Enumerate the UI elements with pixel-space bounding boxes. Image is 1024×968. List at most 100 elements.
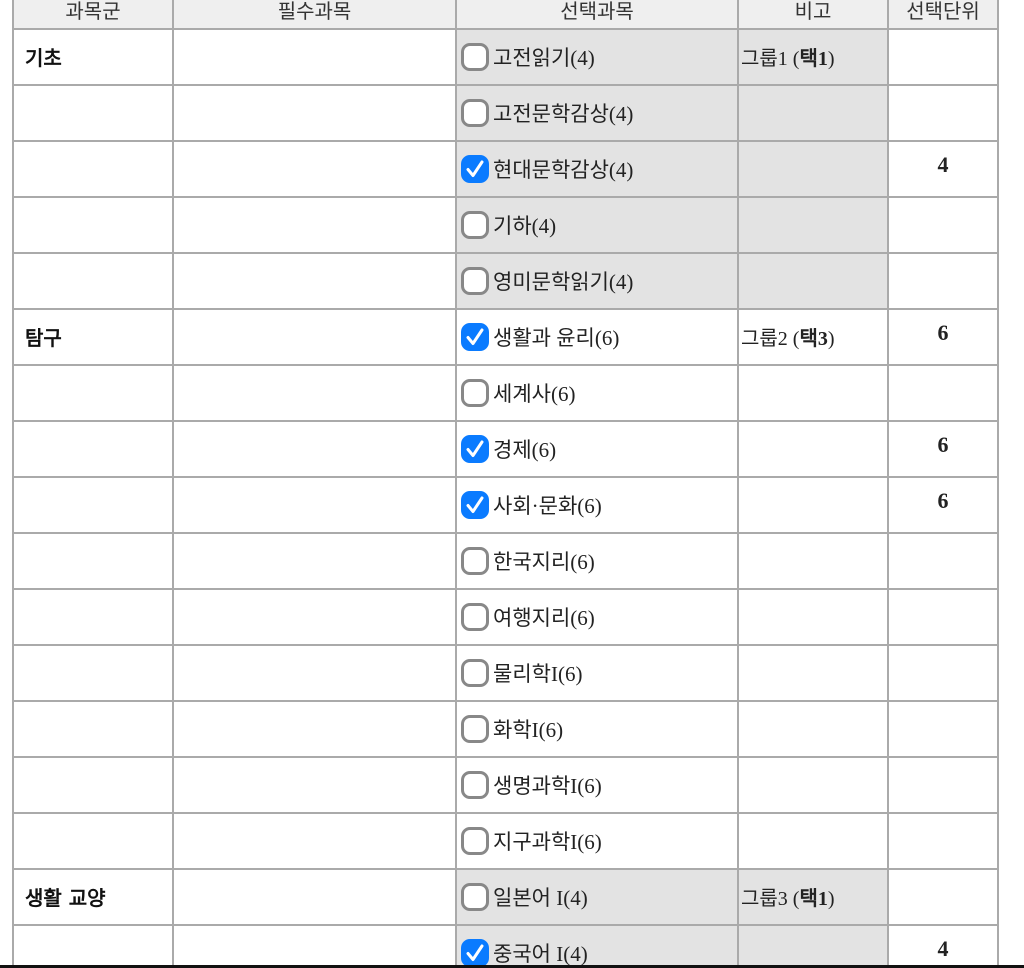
required-subject-cell [172, 84, 457, 142]
table-row: 화학I(6) [12, 700, 999, 758]
subject-label[interactable]: 여행지리(6) [493, 606, 595, 630]
subject-checkbox[interactable] [461, 883, 489, 911]
checkmark-icon [466, 440, 484, 457]
elective-subject-cell: 생활과 윤리(6) [455, 308, 739, 366]
header-elective-subjects: 선택과목 [455, 0, 739, 30]
required-subject-cell [172, 700, 457, 758]
remark-cell: 그룹2 (택3) [737, 308, 889, 366]
subject-group-cell [12, 476, 174, 534]
subject-label[interactable]: 중국어 I(4) [493, 942, 588, 966]
remark-cell [737, 476, 889, 534]
table-row: 세계사(6) [12, 364, 999, 422]
remark-suffix: ) [827, 328, 835, 350]
subject-label[interactable]: 지구과학I(6) [493, 830, 602, 854]
table-row: 영미문학읽기(4) [12, 252, 999, 310]
required-subject-cell [172, 28, 457, 86]
table-row: 사회·문화(6) 6 [12, 476, 999, 534]
subject-label[interactable]: 현대문학감상(4) [493, 158, 634, 182]
elective-subject-cell: 경제(6) [455, 420, 739, 478]
subject-checkbox[interactable] [461, 155, 489, 183]
table-row: 경제(6) 6 [12, 420, 999, 478]
required-subject-cell [172, 420, 457, 478]
subject-group-cell [12, 196, 174, 254]
elective-subject-cell: 현대문학감상(4) [455, 140, 739, 198]
checkmark-icon [466, 496, 484, 513]
subject-label[interactable]: 생활과 윤리(6) [493, 326, 620, 350]
header-row: 과목군 필수과목 선택과목 비고 선택단위 [12, 0, 999, 30]
subject-label[interactable]: 영미문학읽기(4) [493, 270, 634, 294]
elective-subject-cell: 화학I(6) [455, 700, 739, 758]
selected-unit-cell: 6 [887, 308, 999, 366]
remark-cell [737, 700, 889, 758]
header-subject-group: 과목군 [12, 0, 174, 30]
selected-unit-cell [887, 28, 999, 86]
subject-checkbox[interactable] [461, 827, 489, 855]
remark-prefix: 그룹3 ( [741, 888, 800, 910]
checkmark-icon [466, 944, 484, 961]
table-row: 중국어 I(4) 4 [12, 924, 999, 968]
subject-label[interactable]: 물리학I(6) [493, 662, 583, 686]
subject-group-cell [12, 588, 174, 646]
elective-subject-cell: 고전읽기(4) [455, 28, 739, 86]
required-subject-cell [172, 252, 457, 310]
subject-checkbox[interactable] [461, 211, 489, 239]
remark-cell: 그룹1 (택1) [737, 28, 889, 86]
subject-label[interactable]: 기하(4) [493, 214, 557, 238]
selected-unit-cell [887, 532, 999, 590]
remark-cell: 그룹3 (택1) [737, 868, 889, 926]
remark-prefix: 그룹1 ( [741, 48, 800, 70]
table-row: 기초 고전읽기(4) 그룹1 (택1) [12, 28, 999, 86]
remark-cell [737, 196, 889, 254]
elective-subject-cell: 생명과학I(6) [455, 756, 739, 814]
subject-label[interactable]: 생명과학I(6) [493, 774, 602, 798]
subject-checkbox[interactable] [461, 659, 489, 687]
subject-group-cell: 탐구 [12, 308, 174, 366]
subject-label[interactable]: 일본어 I(4) [493, 886, 588, 910]
subject-checkbox[interactable] [461, 323, 489, 351]
selected-unit-cell [887, 252, 999, 310]
subject-checkbox[interactable] [461, 99, 489, 127]
subject-group-cell [12, 532, 174, 590]
selected-unit-cell: 6 [887, 476, 999, 534]
remark-cell [737, 420, 889, 478]
required-subject-cell [172, 756, 457, 814]
table-row: 지구과학I(6) [12, 812, 999, 870]
required-subject-cell [172, 140, 457, 198]
required-subject-cell [172, 476, 457, 534]
elective-subject-cell: 지구과학I(6) [455, 812, 739, 870]
table-row: 생활 교양 일본어 I(4) 그룹3 (택1) [12, 868, 999, 926]
required-subject-cell [172, 644, 457, 702]
subject-checkbox[interactable] [461, 491, 489, 519]
required-subject-cell [172, 196, 457, 254]
subject-label[interactable]: 한국지리(6) [493, 550, 595, 574]
table-row: 탐구 생활과 윤리(6) 그룹2 (택3) 6 [12, 308, 999, 366]
checkmark-icon [466, 160, 484, 177]
elective-subject-cell: 일본어 I(4) [455, 868, 739, 926]
subject-checkbox[interactable] [461, 939, 489, 967]
bottom-bar [0, 965, 1024, 968]
remark-cell [737, 644, 889, 702]
subject-label[interactable]: 세계사(6) [493, 382, 576, 406]
subject-checkbox[interactable] [461, 267, 489, 295]
subject-checkbox[interactable] [461, 771, 489, 799]
remark-cell [737, 812, 889, 870]
subject-checkbox[interactable] [461, 603, 489, 631]
table-row: 생명과학I(6) [12, 756, 999, 814]
selected-unit-cell: 6 [887, 420, 999, 478]
subject-label[interactable]: 고전읽기(4) [493, 46, 595, 70]
subject-label[interactable]: 경제(6) [493, 438, 557, 462]
subject-checkbox[interactable] [461, 43, 489, 71]
remark-choose-count: 택1 [799, 888, 828, 910]
selected-unit-cell [887, 812, 999, 870]
subject-group-cell [12, 700, 174, 758]
subject-label[interactable]: 사회·문화(6) [493, 494, 602, 518]
subject-group-cell [12, 140, 174, 198]
subject-checkbox[interactable] [461, 379, 489, 407]
subject-checkbox[interactable] [461, 435, 489, 463]
subject-label[interactable]: 고전문학감상(4) [493, 102, 634, 126]
subject-checkbox[interactable] [461, 715, 489, 743]
elective-subject-cell: 세계사(6) [455, 364, 739, 422]
subject-checkbox[interactable] [461, 547, 489, 575]
remark-cell [737, 252, 889, 310]
subject-label[interactable]: 화학I(6) [493, 718, 564, 742]
